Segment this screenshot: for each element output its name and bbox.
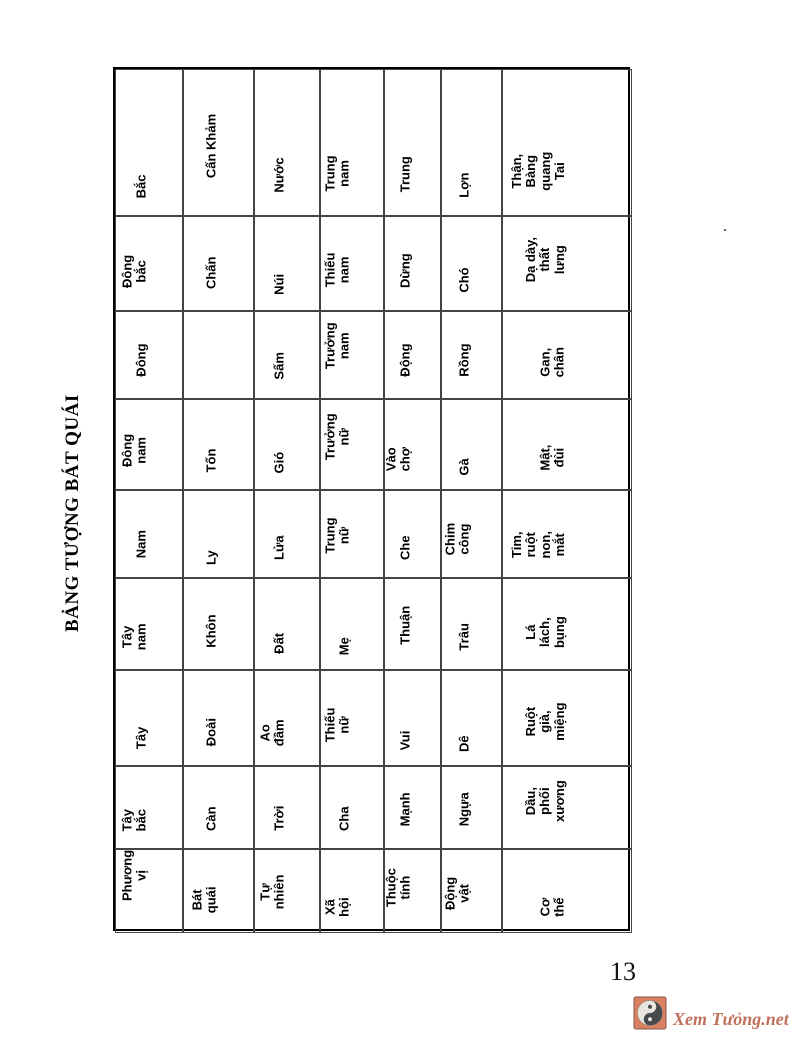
svg-text:Xem Tưỏng.net: Xem Tưỏng.net: [672, 1009, 790, 1029]
